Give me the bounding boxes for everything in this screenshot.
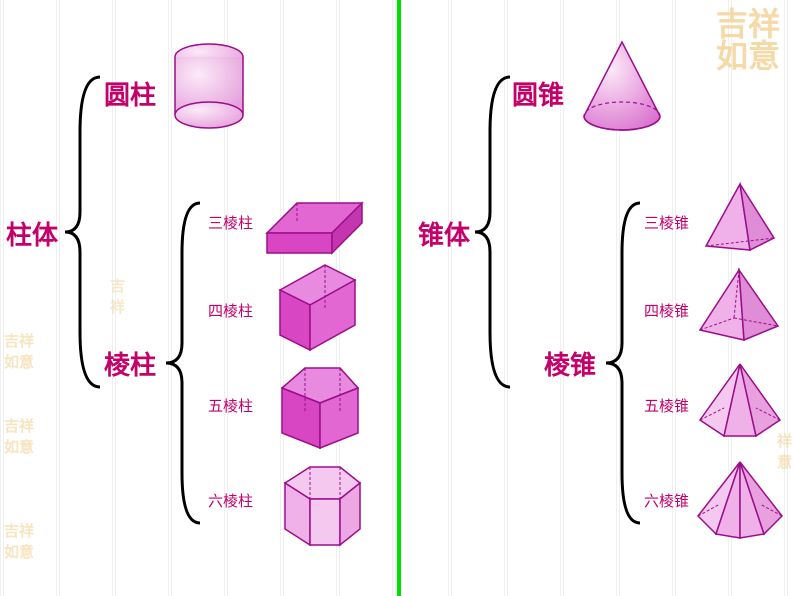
pentagonal-prism-icon	[270, 358, 365, 453]
triangular-prism-icon	[262, 178, 372, 258]
pentagonal-pyramid-icon	[692, 360, 788, 442]
right-cat2-label: 棱锥	[544, 345, 596, 382]
hexagonal-pyramid-icon	[690, 458, 790, 542]
item-wulenzhui: 五棱锥	[644, 395, 689, 416]
brace-lengzhu	[160, 198, 210, 528]
seal-decoration: 吉祥如意	[4, 520, 34, 562]
right-cat1-label: 圆锥	[512, 75, 564, 112]
seal-decoration: 吉祥	[110, 275, 125, 317]
triangular-pyramid-icon	[700, 180, 780, 256]
brace-lengzhui	[600, 198, 650, 528]
item-silenzhu: 四棱柱	[208, 300, 253, 321]
item-liulenzhui: 六棱锥	[644, 490, 689, 511]
left-cat2-label: 棱柱	[104, 345, 156, 382]
item-wulenzhu: 五棱柱	[208, 395, 253, 416]
item-silenzhui: 四棱锥	[644, 300, 689, 321]
cylinder-icon	[170, 42, 248, 132]
seal-decoration: 吉祥如意	[4, 330, 34, 372]
left-cat1-label: 圆柱	[104, 75, 156, 112]
right-root-label: 锥体	[418, 215, 470, 252]
quad-prism-icon	[270, 260, 365, 355]
center-divider	[397, 0, 401, 596]
item-liulenzhu: 六棱柱	[208, 490, 253, 511]
hexagonal-prism-icon	[260, 455, 370, 555]
item-sanlenzhu: 三棱柱	[208, 212, 253, 233]
seal-decoration-main: 吉祥如意	[716, 8, 788, 72]
brace-zhuti	[60, 72, 110, 392]
seal-decoration: 吉祥如意	[4, 415, 34, 457]
cone-icon	[576, 38, 668, 136]
square-pyramid-icon	[694, 266, 784, 346]
item-sanlenzhui: 三棱锥	[644, 212, 689, 233]
left-root-label: 柱体	[6, 215, 58, 252]
brace-zhuiti	[470, 72, 520, 392]
